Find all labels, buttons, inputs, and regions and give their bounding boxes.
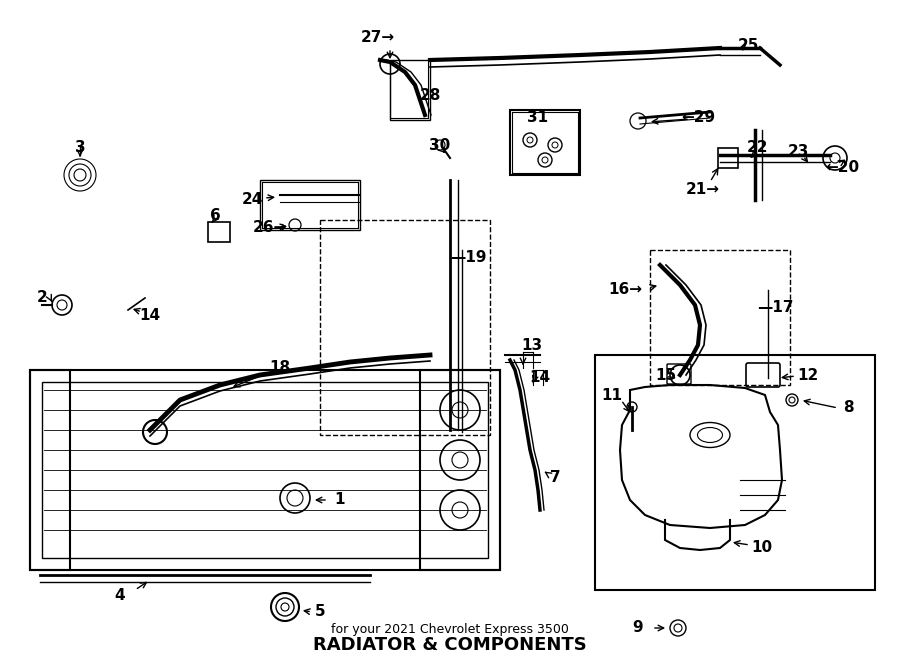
Text: 28: 28 <box>419 87 441 102</box>
Text: 13: 13 <box>521 338 543 352</box>
Text: 9: 9 <box>633 621 643 635</box>
Text: 31: 31 <box>527 110 549 126</box>
Text: 1: 1 <box>335 492 346 508</box>
Text: ←29: ←29 <box>681 110 716 126</box>
Text: 6: 6 <box>210 208 220 223</box>
Text: RADIATOR & COMPONENTS: RADIATOR & COMPONENTS <box>313 636 587 654</box>
Text: 3: 3 <box>75 141 86 155</box>
Text: ←20: ←20 <box>825 161 860 176</box>
Text: 16→: 16→ <box>608 282 642 297</box>
Bar <box>595 355 875 590</box>
Text: 26→: 26→ <box>253 221 287 235</box>
Text: 27→: 27→ <box>361 30 395 46</box>
Text: 2: 2 <box>37 290 48 305</box>
Text: 22: 22 <box>747 141 769 155</box>
Text: —19: —19 <box>450 251 486 266</box>
Bar <box>208 222 230 242</box>
Text: 5: 5 <box>315 605 325 619</box>
Text: 30: 30 <box>429 137 451 153</box>
Text: 7: 7 <box>550 471 561 485</box>
Text: 11: 11 <box>601 387 623 403</box>
Text: 14: 14 <box>529 371 551 385</box>
Text: for your 2021 Chevrolet Express 3500: for your 2021 Chevrolet Express 3500 <box>331 623 569 637</box>
Text: 4: 4 <box>114 588 125 602</box>
Text: 21→: 21→ <box>686 182 720 198</box>
Text: —17: —17 <box>757 301 793 315</box>
Text: 12: 12 <box>797 368 819 383</box>
Text: 10: 10 <box>752 541 772 555</box>
Text: 23: 23 <box>788 145 809 159</box>
Text: 25: 25 <box>737 38 759 52</box>
Bar <box>718 148 738 168</box>
Text: 8: 8 <box>842 401 853 416</box>
Text: 24: 24 <box>241 192 263 208</box>
Text: 14: 14 <box>140 307 160 323</box>
Text: 18: 18 <box>269 360 291 375</box>
Text: 15: 15 <box>655 368 677 383</box>
